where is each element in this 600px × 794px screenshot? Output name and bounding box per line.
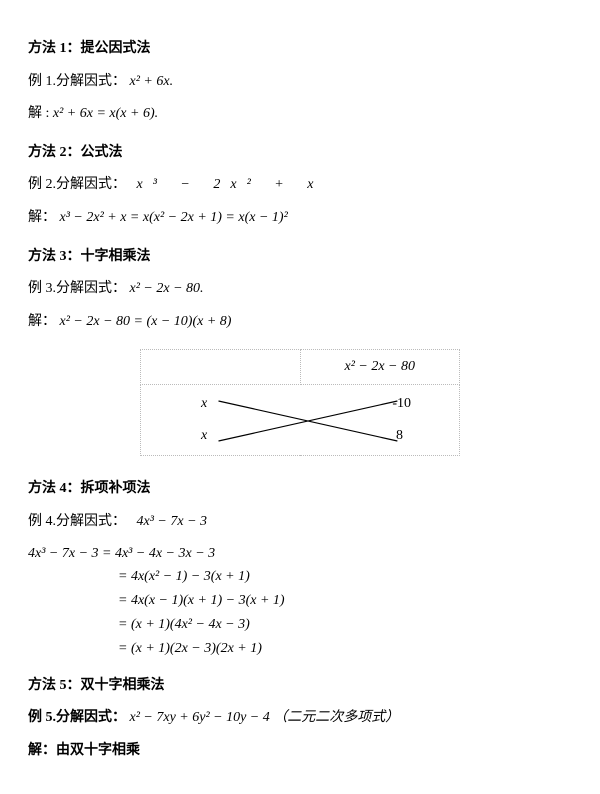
- method3-title: 方法 3：十字相乘法: [28, 244, 572, 271]
- cross-table: x² − 2x − 80 x x -10 8: [140, 349, 460, 456]
- method2-solution-label: 解：: [28, 210, 56, 225]
- method2-example-expr: x³ − 2x² + x: [137, 177, 324, 192]
- method5-title: 方法 5：双十字相乘法: [28, 673, 572, 700]
- method3-solution: 解： x² − 2x − 80 = (x − 10)(x + 8): [28, 309, 572, 336]
- method3-solution-label: 解：: [28, 314, 56, 329]
- method4-example-label: 例 4.分解因式：: [28, 514, 126, 529]
- cross-body-row: x x -10 8: [141, 385, 460, 456]
- cross-header-right: x² − 2x − 80: [300, 350, 460, 385]
- method2-title: 方法 2：公式法: [28, 140, 572, 167]
- method4-work-l4: = (x + 1)(4x² − 4x − 3): [118, 613, 572, 637]
- method2-example-label: 例 2.分解因式：: [28, 177, 126, 192]
- method5-example-expr: x² − 7xy + 6y² − 10y − 4 （二元二次多项式）: [130, 710, 400, 725]
- method3-solution-expr: x² − 2x − 80 = (x − 10)(x + 8): [60, 314, 232, 329]
- method3-example: 例 3.分解因式： x² − 2x − 80.: [28, 276, 572, 303]
- cross-lines-svg: [141, 385, 459, 455]
- method5-example-label: 例 5.分解因式：: [28, 710, 126, 725]
- cross-diagram-area: x x -10 8: [141, 385, 459, 455]
- method4-work-l5: = (x + 1)(2x − 3)(2x + 1): [118, 637, 572, 661]
- method4-work-l3: = 4x(x − 1)(x + 1) − 3(x + 1): [118, 589, 572, 613]
- method5-solution-label: 解：由双十字相乘: [28, 738, 572, 765]
- method1-solution: 解 : x² + 6x = x(x + 6).: [28, 101, 572, 128]
- method5-example: 例 5.分解因式： x² − 7xy + 6y² − 10y − 4 （二元二次…: [28, 705, 572, 732]
- cross-header-left: [141, 350, 301, 385]
- method4-example-expr: 4x³ − 7x − 3: [137, 514, 208, 529]
- method4-title: 方法 4：拆项补项法: [28, 476, 572, 503]
- method1-example-label: 例 1.分解因式：: [28, 74, 126, 89]
- method2-solution: 解： x³ − 2x² + x = x(x² − 2x + 1) = x(x −…: [28, 205, 572, 232]
- cross-multiply-diagram: x² − 2x − 80 x x -10 8: [140, 349, 460, 456]
- method4-example: 例 4.分解因式： 4x³ − 7x − 3: [28, 509, 572, 536]
- method1-title: 方法 1：提公因式法: [28, 36, 572, 63]
- method1-example: 例 1.分解因式： x² + 6x.: [28, 69, 572, 96]
- method2-solution-expr: x³ − 2x² + x = x(x² − 2x + 1) = x(x − 1)…: [60, 210, 288, 225]
- method1-solution-label: 解 :: [28, 106, 53, 121]
- method3-example-label: 例 3.分解因式：: [28, 281, 126, 296]
- method3-example-expr: x² − 2x − 80.: [130, 281, 204, 296]
- method1-solution-expr: x² + 6x = x(x + 6).: [53, 106, 158, 121]
- cross-body-cell: x x -10 8: [141, 385, 460, 456]
- method2-example: 例 2.分解因式： x³ − 2x² + x: [28, 172, 572, 199]
- method4-work-l2: = 4x(x² − 1) − 3(x + 1): [118, 565, 572, 589]
- method1-example-expr: x² + 6x.: [130, 74, 174, 89]
- method4-work-l1: 4x³ − 7x − 3 = 4x³ − 4x − 3x − 3: [28, 542, 572, 566]
- cross-header-row: x² − 2x − 80: [141, 350, 460, 385]
